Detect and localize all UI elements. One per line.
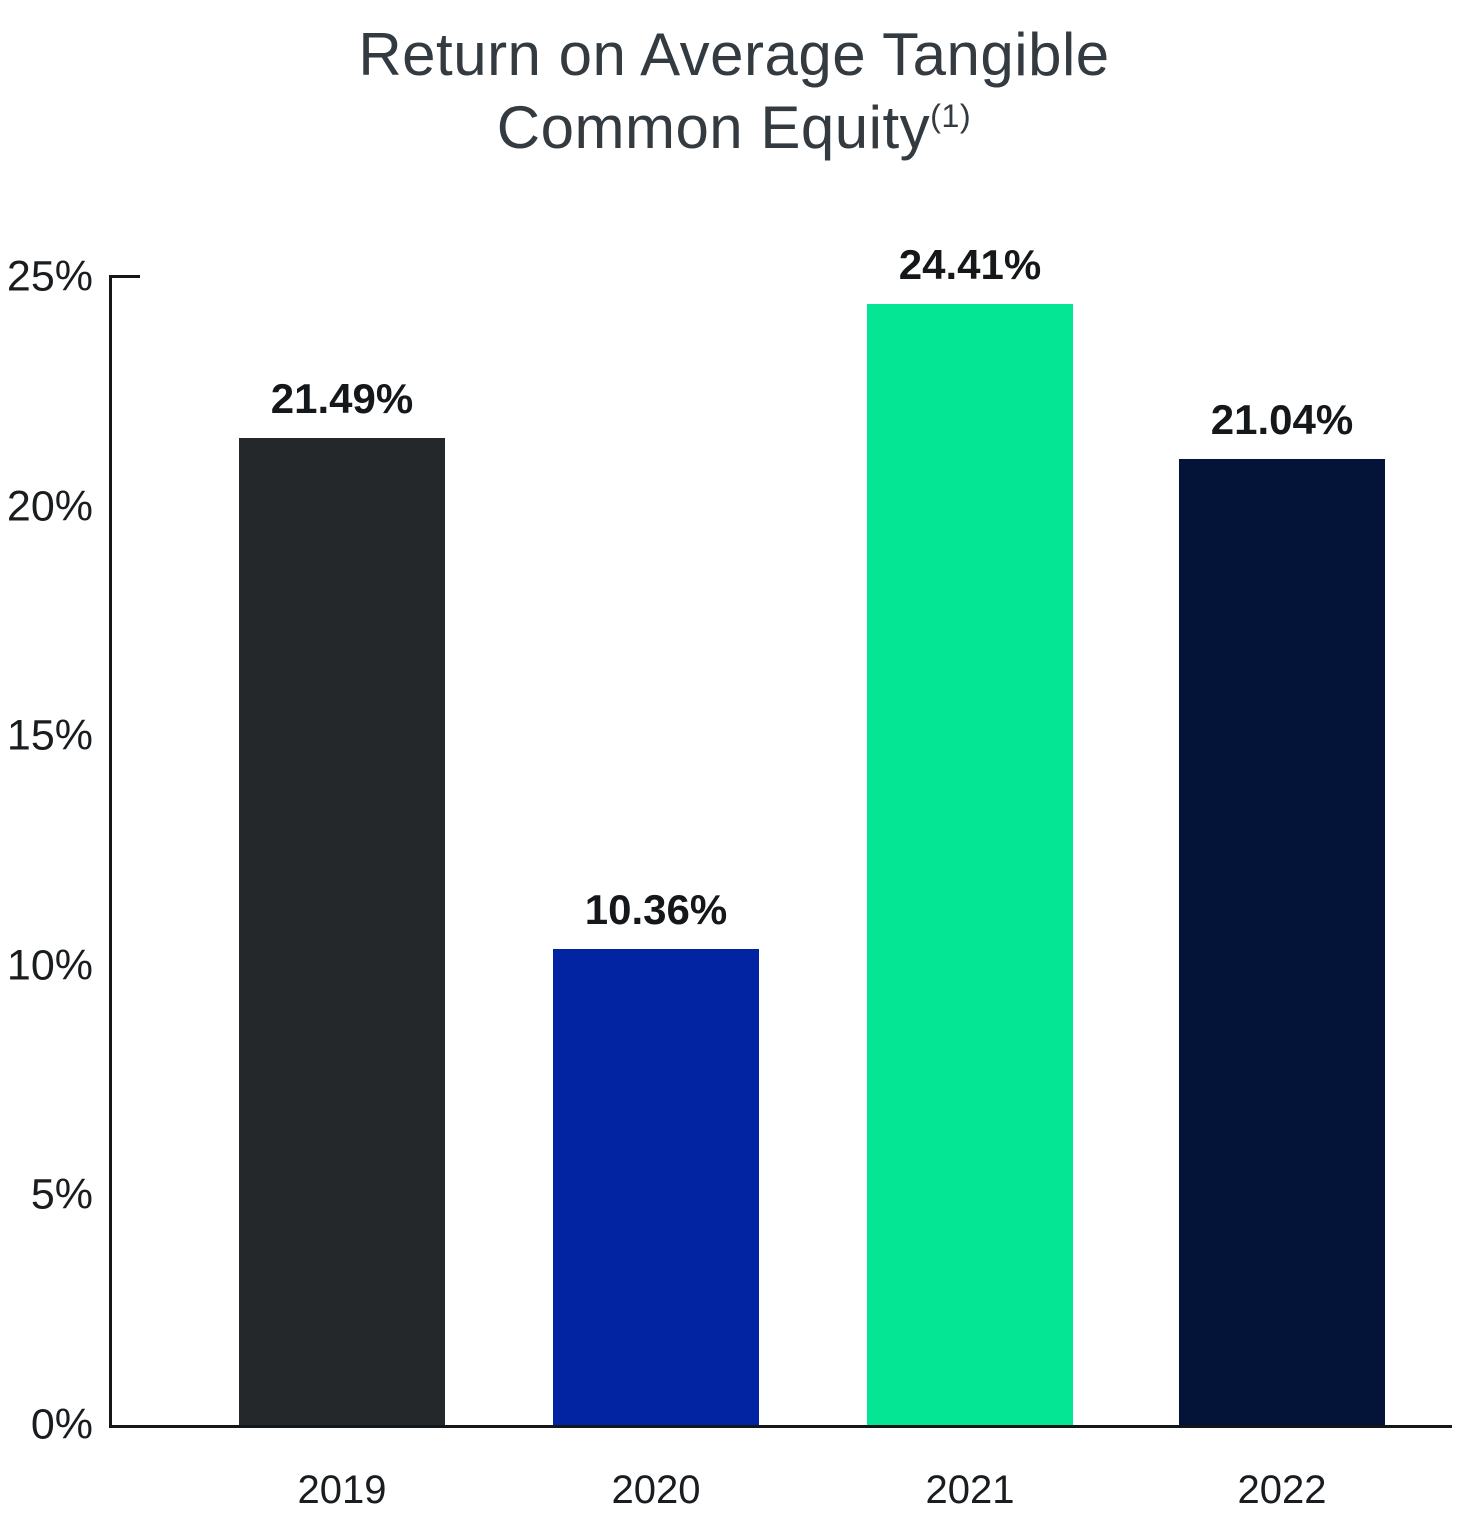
- x-axis-category-label-2019: 2019: [297, 1468, 387, 1512]
- y-axis-tick-label-10: 10%: [6, 941, 93, 990]
- y-axis-tick-label-20: 20%: [6, 482, 93, 531]
- chart-title-line2: Common Equity(1): [497, 94, 971, 161]
- y-axis-top-tick: [109, 275, 140, 278]
- y-axis-tick-label-5: 5%: [30, 1170, 93, 1219]
- bar-2019: [239, 438, 445, 1425]
- chart-title-line2-text: Common Equity: [496, 94, 931, 162]
- bar-value-label-2019: 21.49%: [270, 375, 414, 423]
- bar-2022: [1179, 458, 1385, 1425]
- y-axis-labels: 0% 5% 10% 15% 20% 25%: [0, 255, 93, 1446]
- y-axis-tick-label-15: 15%: [6, 711, 93, 760]
- bar-2021: [867, 304, 1073, 1425]
- x-axis-category-label-2020: 2020: [611, 1468, 701, 1512]
- y-axis-tick-label-0: 0%: [30, 1400, 93, 1449]
- chart-title-footnote-marker: (1): [930, 98, 972, 135]
- chart-title: Return on Average Tangible Common Equity(…: [0, 18, 1468, 164]
- bar-value-label-2021: 24.41%: [898, 241, 1042, 289]
- chart-title-line1: Return on Average Tangible: [358, 21, 1110, 88]
- y-axis-tick-label-25: 25%: [6, 252, 93, 301]
- bar-2020: [553, 949, 759, 1425]
- x-axis-category-label-2021: 2021: [925, 1468, 1015, 1512]
- bar-value-label-2022: 21.04%: [1210, 395, 1354, 443]
- plot-area: 21.49% 10.36% 24.41% 21.04%: [109, 244, 1452, 1428]
- bar-value-label-2020: 10.36%: [584, 886, 728, 934]
- x-axis-category-label-2022: 2022: [1237, 1468, 1327, 1512]
- x-axis-labels: 2019 2020 2021 2022: [112, 1470, 1452, 1519]
